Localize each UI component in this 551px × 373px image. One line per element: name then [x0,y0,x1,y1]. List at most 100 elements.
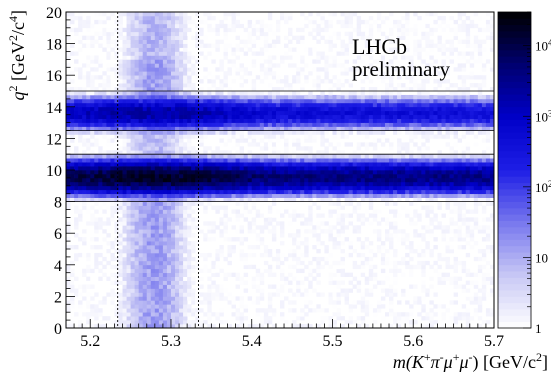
heat-cell [324,260,329,266]
heat-cell [179,177,184,183]
heat-cell [166,288,172,293]
heat-cell [417,79,422,84]
heat-cell [138,35,144,40]
heat-cell [86,312,91,317]
heat-cell [421,142,426,147]
heat-cell [376,300,382,305]
heat-cell [409,122,414,127]
heat-cell [320,177,325,183]
heat-cell [146,15,152,21]
heat-cell [191,241,196,246]
heat-cell [146,106,152,112]
heat-cell [102,91,107,96]
heat-cell [413,249,418,254]
heat-cell [187,280,192,285]
heat-cell [90,118,95,123]
heat-cell [183,122,188,127]
heat-cell [170,225,176,230]
heat-cell [284,150,289,155]
heat-cell [158,213,164,218]
heat-cell [284,118,289,123]
heat-cell [235,43,240,48]
heat-cell [251,87,257,92]
heat-cell [384,158,390,163]
heat-cell [98,217,103,222]
heat-cell [425,71,430,76]
heat-cell [175,280,180,285]
heat-cell [142,217,148,222]
heat-cell [393,122,398,127]
heat-cell [187,19,192,25]
heat-cell [94,185,99,191]
heat-cell [376,110,382,116]
heat-cell [130,300,135,305]
heat-cell [142,63,148,68]
heat-cell [409,27,414,33]
heat-cell [138,19,144,25]
heat-cell [316,55,321,60]
heat-cell [324,138,329,143]
heat-cell [425,288,430,293]
heat-cell [98,63,103,68]
heat-cell [324,126,329,131]
heat-cell [332,130,337,135]
heat-cell [170,51,176,56]
heat-cell [118,189,123,195]
heat-cell [134,181,140,187]
heat-cell [271,63,277,68]
heat-cell [195,158,200,163]
heat-cell [154,249,160,254]
heat-cell [344,47,349,52]
heat-cell [340,181,345,187]
heat-cell [312,177,317,183]
heat-cell [296,292,301,297]
heat-cell [175,205,180,210]
heat-cell [195,209,200,214]
heat-cell [102,296,107,301]
heat-cell [162,142,168,147]
heat-cell [175,154,180,159]
heat-cell [316,94,321,100]
heat-cell [368,158,374,163]
heat-cell [142,296,148,301]
heat-cell [384,55,390,60]
heat-cell [280,162,285,167]
heat-cell [296,177,301,183]
heat-cell [336,185,341,191]
heat-cell [227,185,232,191]
heat-cell [203,102,208,108]
heat-cell [187,205,192,210]
heat-cell [162,83,168,88]
heat-cell [360,166,366,171]
heat-cell [389,201,394,206]
heat-cell [368,122,374,127]
heat-cell [110,217,115,222]
heat-cell [90,324,95,329]
heat-cell [300,162,305,167]
heat-cell [280,122,285,127]
heat-cell [352,209,358,214]
heat-cell [138,83,144,88]
heat-cell [166,268,172,274]
heat-cell [179,126,184,131]
heat-cell [336,316,341,321]
heat-cell [356,237,362,242]
heat-cell [154,75,160,80]
heat-cell [122,185,127,191]
heat-cell [211,229,216,234]
heat-cell [179,63,184,68]
heat-cell [150,189,156,195]
heat-cell [389,31,394,37]
heat-cell [271,142,277,147]
heat-cell [94,106,99,112]
heat-cell [175,249,180,254]
heat-cell [162,229,168,234]
heat-cell [154,268,160,274]
heat-cell [332,110,337,116]
heat-cell [78,98,83,104]
heat-cell [162,19,168,25]
heat-cell [372,308,378,313]
heat-cell [82,87,87,92]
heat-cell [70,122,75,127]
heat-cell [316,260,321,266]
